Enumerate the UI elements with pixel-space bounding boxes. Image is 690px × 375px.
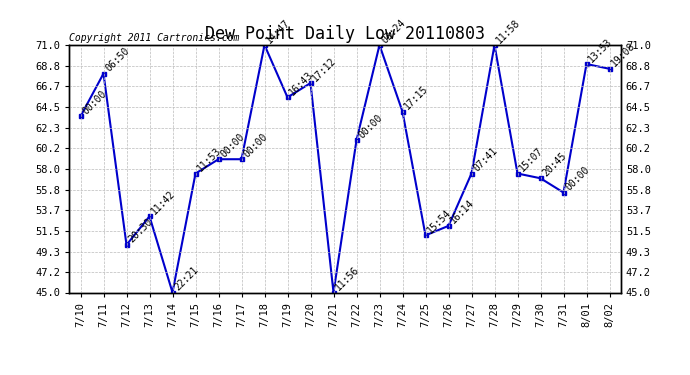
Text: 11:42: 11:42 xyxy=(150,189,177,216)
Title: Dew Point Daily Low 20110803: Dew Point Daily Low 20110803 xyxy=(205,26,485,44)
Text: 17:15: 17:15 xyxy=(402,84,431,112)
Text: 11:53: 11:53 xyxy=(195,146,224,174)
Text: 03:24: 03:24 xyxy=(380,17,407,45)
Text: 19:08: 19:08 xyxy=(609,41,638,69)
Text: 00:00: 00:00 xyxy=(81,88,108,116)
Text: 14:47: 14:47 xyxy=(264,17,293,45)
Text: 20:30: 20:30 xyxy=(126,217,155,245)
Text: 15:54: 15:54 xyxy=(426,207,453,236)
Text: 22:21: 22:21 xyxy=(172,265,200,292)
Text: 00:00: 00:00 xyxy=(219,131,246,159)
Text: 00:00: 00:00 xyxy=(357,112,384,140)
Text: 13:53: 13:53 xyxy=(586,36,614,64)
Text: Copyright 2011 Cartronics.com: Copyright 2011 Cartronics.com xyxy=(69,33,239,42)
Text: 16:14: 16:14 xyxy=(448,198,476,226)
Text: 11:58: 11:58 xyxy=(495,17,522,45)
Text: 16:43: 16:43 xyxy=(288,69,315,98)
Text: 06:50: 06:50 xyxy=(104,46,131,74)
Text: 07:41: 07:41 xyxy=(471,146,500,174)
Text: 20:45: 20:45 xyxy=(540,150,569,178)
Text: 17:12: 17:12 xyxy=(310,55,338,83)
Text: 00:00: 00:00 xyxy=(241,131,269,159)
Text: 15:07: 15:07 xyxy=(518,146,545,174)
Text: 00:00: 00:00 xyxy=(564,165,591,192)
Text: 11:56: 11:56 xyxy=(333,265,362,292)
